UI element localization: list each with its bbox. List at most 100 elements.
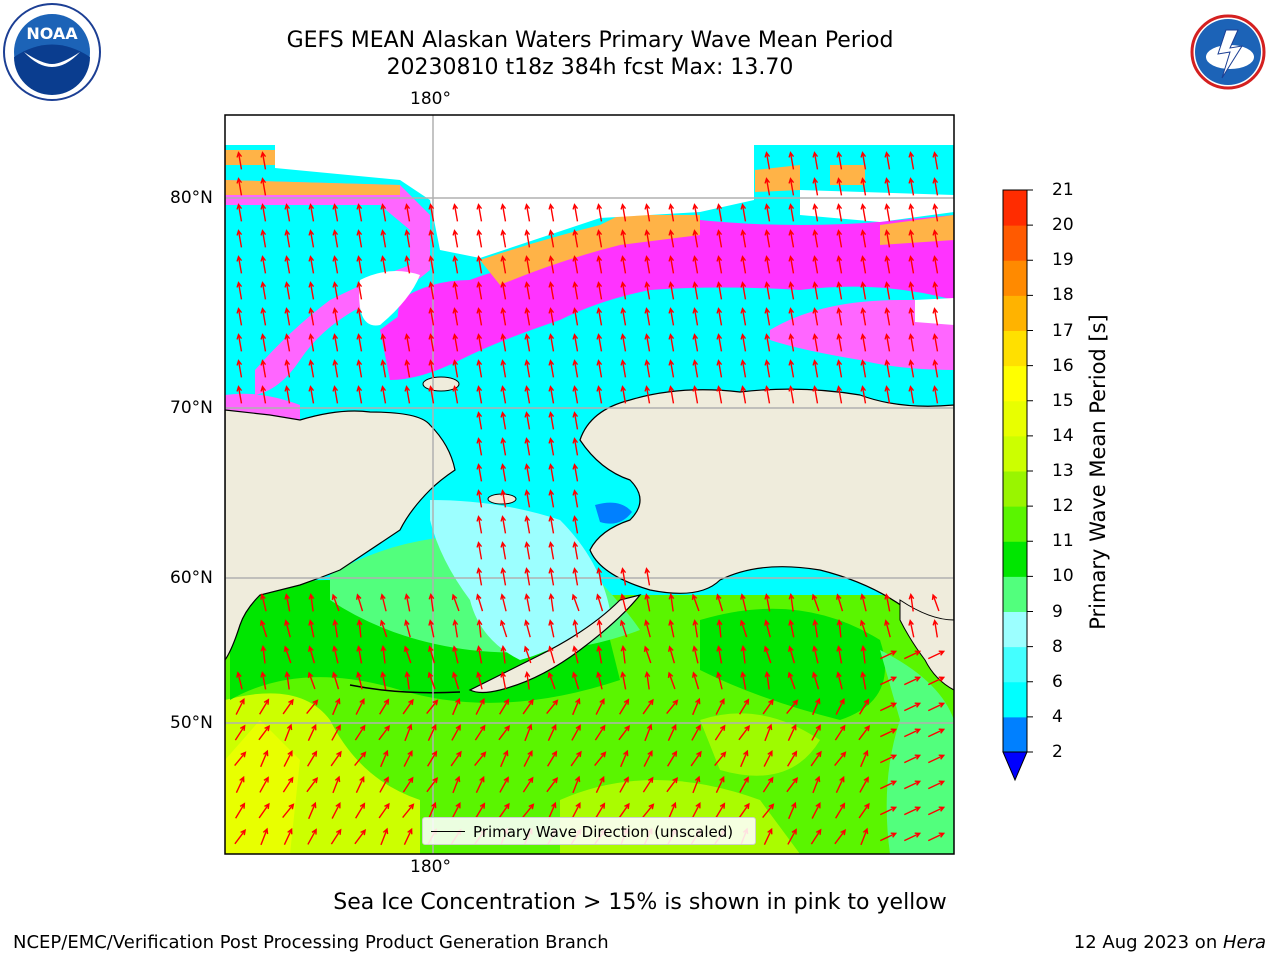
wave-direction-arrow xyxy=(928,702,946,712)
wave-direction-arrow xyxy=(356,333,363,352)
wave-direction-arrow xyxy=(524,567,531,586)
wave-direction-arrow xyxy=(668,359,675,378)
wave-direction-arrow xyxy=(428,281,435,300)
wave-direction-arrow xyxy=(522,698,534,715)
land-southeast-alaska xyxy=(899,599,954,691)
wave-direction-arrow xyxy=(428,203,435,222)
wave-direction-arrow xyxy=(762,698,774,715)
wave-direction-arrow xyxy=(908,619,915,638)
wave-direction-arrow xyxy=(548,801,557,820)
wave-direction-arrow xyxy=(258,724,271,741)
wave-direction-arrow xyxy=(812,359,819,378)
wave-direction-arrow xyxy=(860,593,867,612)
wave-direction-arrow xyxy=(572,203,579,222)
wave-direction-arrow xyxy=(402,776,414,793)
wave-direction-arrow xyxy=(452,619,459,638)
wave-direction-arrow xyxy=(692,385,699,404)
wave-direction-arrow xyxy=(692,203,699,222)
wave-direction-arrow xyxy=(260,359,267,378)
wave-direction-arrow xyxy=(236,203,243,222)
wave-direction-arrow xyxy=(260,671,267,690)
wave-direction-arrow xyxy=(476,229,483,248)
wave-direction-arrow xyxy=(356,229,363,248)
wave-direction-arrow xyxy=(426,776,439,793)
wave-direction-arrow xyxy=(283,750,293,767)
wave-direction-arrow xyxy=(404,359,411,378)
wave-direction-arrow xyxy=(668,593,675,612)
wave-direction-arrow xyxy=(595,775,605,793)
wave-direction-arrow xyxy=(452,385,459,404)
wave-direction-arrow xyxy=(692,697,701,716)
wave-direction-arrow xyxy=(620,307,627,326)
wave-direction-arrow xyxy=(908,229,915,248)
wave-direction-arrow xyxy=(834,751,847,767)
wave-direction-arrow xyxy=(812,177,819,196)
wave-direction-arrow xyxy=(596,203,603,222)
wave-direction-arrow xyxy=(548,541,555,560)
wave-direction-arrow xyxy=(475,593,484,612)
wave-direction-arrow xyxy=(332,307,339,326)
wave-direction-arrow xyxy=(904,650,922,660)
colorbar-tick-label: 4 xyxy=(1052,706,1063,727)
wave-direction-arrow xyxy=(476,333,483,352)
wave-direction-arrow xyxy=(452,229,459,248)
wave-direction-arrow xyxy=(596,671,603,690)
wave-direction-arrow xyxy=(380,671,387,690)
wave-direction-arrow xyxy=(692,359,699,378)
wave-direction-arrow xyxy=(644,567,651,586)
wave-direction-arrow xyxy=(236,333,243,352)
wave-direction-arrow xyxy=(236,385,243,404)
wave-direction-arrow xyxy=(282,803,295,819)
wave-direction-arrow xyxy=(547,671,556,690)
wave-direction-arrow xyxy=(404,385,411,404)
wave-direction-arrow xyxy=(666,776,679,793)
wave-direction-arrow xyxy=(716,255,723,274)
wave-direction-arrow xyxy=(928,650,946,660)
colorbar-tick-label: 19 xyxy=(1052,250,1074,271)
wave-direction-arrow xyxy=(858,802,870,819)
wave-direction-arrow xyxy=(524,515,531,534)
wave-direction-arrow xyxy=(284,619,291,638)
ocean-green9-east xyxy=(880,650,954,854)
colorbar-band xyxy=(1003,190,1027,226)
wave-direction-arrow xyxy=(426,699,439,715)
wave-direction-arrow xyxy=(380,749,389,768)
colorbar-band xyxy=(1003,541,1027,577)
wave-direction-arrow xyxy=(692,775,701,794)
colorbar-band xyxy=(1003,471,1027,507)
wave-direction-arrow xyxy=(572,281,579,300)
wave-direction-arrow xyxy=(908,151,915,170)
colorbar-band xyxy=(1003,646,1027,683)
wave-direction-arrow xyxy=(452,775,461,794)
wave-direction-arrow xyxy=(931,593,940,612)
wave-direction-arrow xyxy=(908,359,915,378)
no-data-chukchi xyxy=(359,271,420,326)
wave-direction-arrow xyxy=(928,676,946,686)
wave-direction-arrow xyxy=(548,489,555,508)
wave-direction-arrow xyxy=(308,619,315,638)
wave-direction-arrow xyxy=(932,281,939,300)
wave-direction-arrow xyxy=(476,411,483,430)
wave-direction-arrow xyxy=(476,619,483,638)
wave-direction-arrow xyxy=(356,645,363,664)
wave-direction-arrow xyxy=(524,411,531,430)
wave-direction-arrow xyxy=(571,671,580,690)
land-alaska-peninsula xyxy=(468,593,642,694)
wave-direction-arrow xyxy=(716,385,723,404)
wave-direction-arrow xyxy=(836,151,843,170)
wave-direction-arrow xyxy=(716,281,723,300)
wave-direction-arrow xyxy=(644,593,651,612)
wave-direction-arrow xyxy=(620,385,627,404)
wave-direction-arrow xyxy=(452,359,459,378)
wave-direction-arrow xyxy=(572,411,579,430)
wave-direction-arrow xyxy=(332,619,339,638)
wave-direction-arrow xyxy=(836,671,843,690)
wave-direction-arrow xyxy=(452,307,459,326)
map-area xyxy=(225,115,954,854)
wave-direction-arrow xyxy=(762,803,775,819)
colorbar xyxy=(1002,189,1033,782)
wave-direction-arrow xyxy=(880,754,898,764)
wave-direction-arrow xyxy=(691,802,701,819)
wave-direction-arrow xyxy=(904,676,922,686)
wave-direction-arrow xyxy=(524,203,531,222)
